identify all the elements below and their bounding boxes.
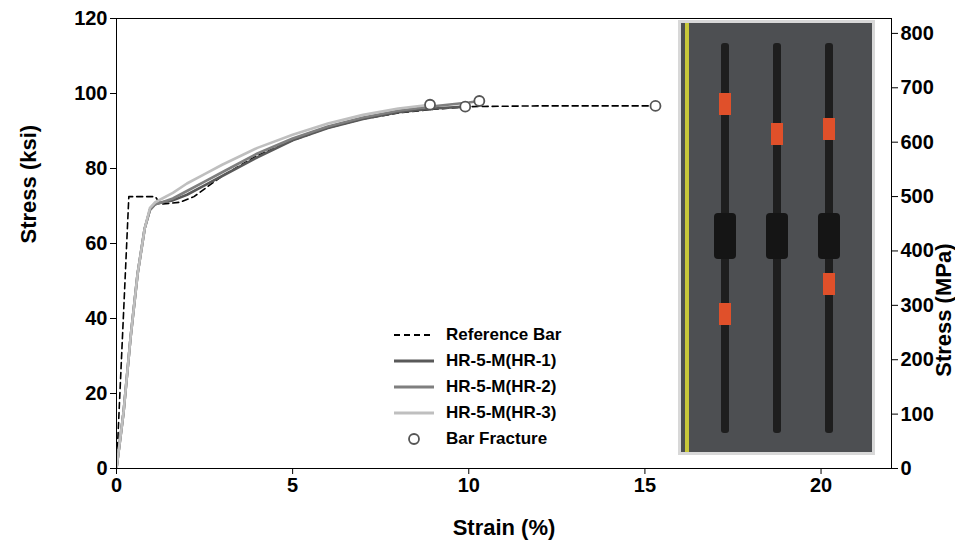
html-text:Reference Bar: Reference Bar [446,325,562,344]
svg-text:700: 700 [901,76,934,98]
svg-text:300: 300 [901,294,934,316]
svg-text:0: 0 [901,457,912,479]
html-text:HR-5-M(HR-3): HR-5-M(HR-3) [446,403,557,422]
svg-text:15: 15 [634,474,656,496]
svg-text:500: 500 [901,185,934,207]
html-text:HR-5-M(HR-1): HR-5-M(HR-1) [446,351,557,370]
svg-text:0: 0 [111,474,122,496]
svg-text:80: 80 [85,157,107,179]
svg-text:0: 0 [96,457,107,479]
svg-text:Strain (%): Strain (%) [453,515,556,540]
svg-text:120: 120 [74,7,107,29]
svg-text:Stress (ksi): Stress (ksi) [16,125,41,244]
html-text:Bar Fracture: Bar Fracture [446,429,548,448]
svg-text:10: 10 [458,474,480,496]
svg-text:200: 200 [901,348,934,370]
svg-text:20: 20 [810,474,832,496]
svg-text:600: 600 [901,131,934,153]
svg-text:Stress (MPa): Stress (MPa) [931,244,955,377]
svg-text:800: 800 [901,22,934,44]
svg-text:40: 40 [85,307,107,329]
svg-text:20: 20 [85,382,107,404]
svg-text:400: 400 [901,239,934,261]
svg-text:100: 100 [901,403,934,425]
svg-text:100: 100 [74,82,107,104]
svg-text:5: 5 [287,474,298,496]
svg-text:60: 60 [85,232,107,254]
html-text:HR-5-M(HR-2): HR-5-M(HR-2) [446,377,557,396]
